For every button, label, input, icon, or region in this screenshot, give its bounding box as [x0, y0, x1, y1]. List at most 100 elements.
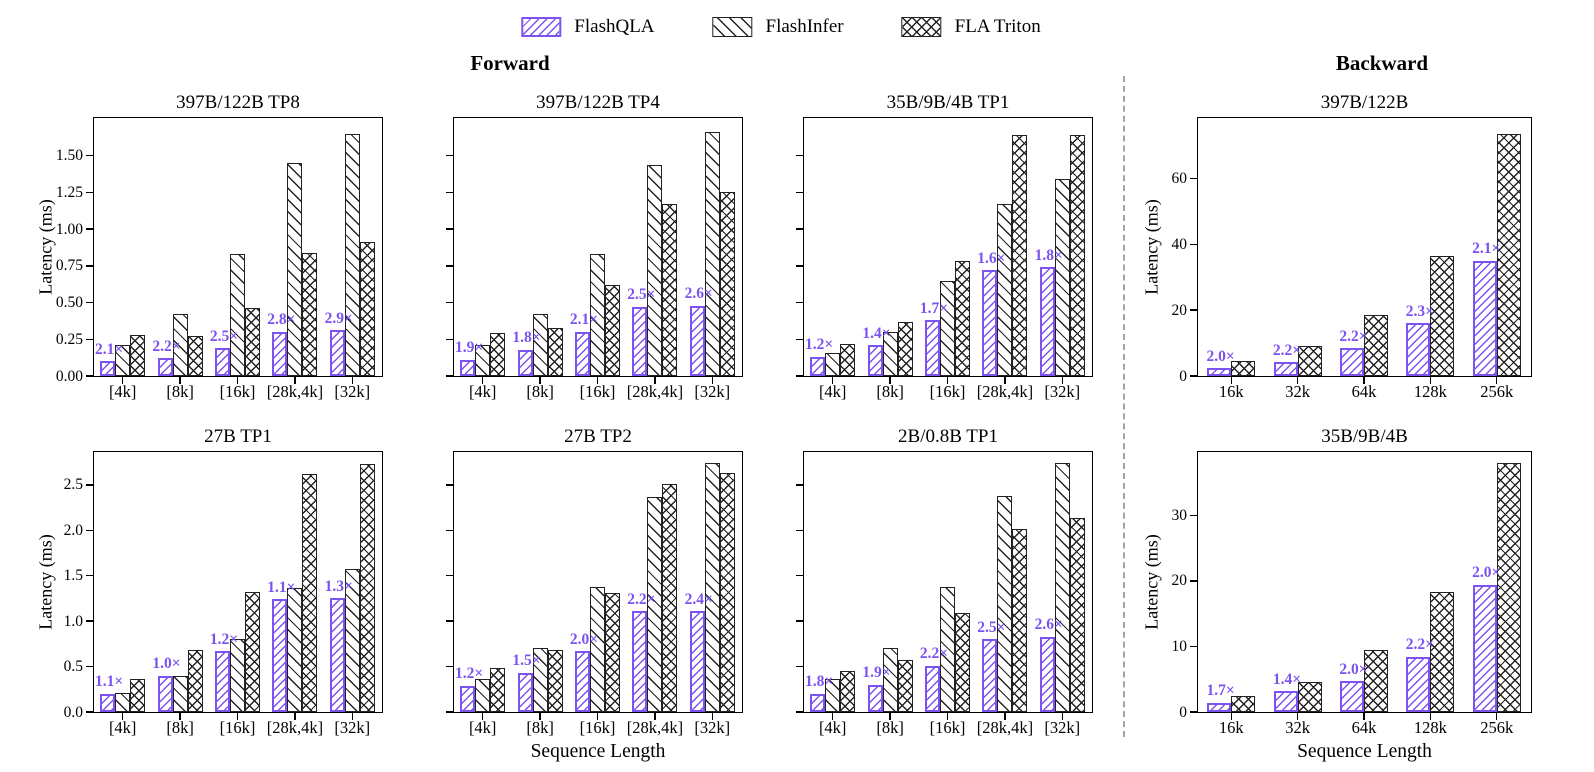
speedup-annotation: 2.2× [152, 337, 181, 355]
bar-fla-triton [245, 592, 260, 712]
y-tick-mark [86, 529, 93, 531]
y-tick-mark [796, 375, 803, 377]
x-tick-mark [889, 713, 891, 720]
x-tick-mark [1061, 377, 1063, 384]
speedup-annotation: 1.2× [805, 336, 834, 354]
x-tick-label: [4k] [108, 718, 137, 737]
y-tick-mark [86, 338, 93, 340]
speedup-annotation: 1.6× [977, 249, 1006, 267]
bar-flashqla [329, 598, 345, 712]
section-divider [1123, 76, 1125, 737]
x-tick-mark [351, 713, 353, 720]
backward-section-title: Backward [1335, 51, 1429, 75]
legend-item: FlashQLA [521, 16, 655, 38]
legend: FlashQLA FlashInfer FLA Triton [521, 16, 1041, 38]
bar-fla-triton [662, 204, 678, 376]
y-tick-mark [796, 155, 803, 157]
y-tick-mark [796, 301, 803, 304]
bar-flashqla [460, 359, 476, 376]
bar-flashinfer [704, 463, 720, 712]
x-tick-label: [32k] [1044, 382, 1081, 401]
speedup-annotation: 2.1× [569, 311, 599, 329]
bar-flashqla [1273, 691, 1298, 712]
plot-fwd-27b-tp1: 27B TP1 Latency (ms) 0.0 0.5 1.0 1.5 2.0 2.5 [4k… [36, 426, 383, 736]
bar-flashqla [632, 611, 648, 712]
bar-flashqla [867, 684, 883, 712]
x-tick-label: 64k [1351, 382, 1377, 401]
bar-fla-triton [1297, 345, 1322, 376]
x-tick-mark [1296, 377, 1299, 384]
bar-fla-triton [897, 321, 913, 376]
bar-flashinfer [475, 679, 491, 712]
x-tick-mark [889, 377, 891, 384]
bar-flashinfer [997, 204, 1013, 376]
bar-fla-triton [1069, 517, 1085, 712]
y-tick-label: 60 [1171, 169, 1188, 187]
speedup-annotation: 1.2× [455, 665, 484, 683]
bar-flashqla [1207, 702, 1232, 712]
bar-fla-triton [1012, 135, 1028, 376]
y-tick-mark [86, 155, 93, 157]
y-tick-mark [796, 620, 803, 622]
plot-bwd-35b: 35B/9B/4B Latency (ms) 0 10 20 30 16k 1.7× 32k 1.… [1142, 426, 1532, 762]
bar-flashqla [1472, 260, 1497, 376]
x-tick-mark [294, 377, 296, 384]
bar-flashinfer [882, 648, 898, 712]
subplot-title: 397B/122B [1320, 92, 1409, 113]
x-tick-label: [8k] [526, 382, 554, 401]
x-tick-mark [1004, 377, 1006, 384]
x-tick-label: [4k] [108, 382, 137, 401]
speedup-annotation: 1.0× [152, 655, 181, 673]
bar-fla-triton [897, 660, 913, 712]
plot-fwd-397b-tp8: 397B/122B TP8 Latency (ms) 0.00 0.25 0.50 0.7… [36, 92, 383, 400]
subplot-title: 397B/122B TP8 [176, 92, 300, 113]
crosshatch-swatch-icon [901, 17, 942, 37]
bar-flashinfer [997, 495, 1013, 712]
plot-fwd-35b-tp1: 35B/9B/4B TP1 [4k] 1.2× [8k] 1.4× [16k] 1.7× [2… [796, 92, 1093, 400]
x-tick-label: [28k,4k] [266, 718, 324, 737]
x-tick-label: [16k] [219, 718, 256, 737]
bar-flashqla [810, 356, 826, 376]
y-tick-mark [86, 301, 93, 304]
speedup-annotation: 2.5× [209, 327, 239, 345]
bar-flashqla [1340, 348, 1364, 376]
bar-flashinfer [532, 314, 548, 376]
x-tick-mark [179, 377, 181, 384]
bar-flashqla [982, 639, 998, 712]
bar-flashqla [1273, 362, 1298, 376]
legend-label: FlashInfer [765, 16, 844, 37]
y-tick-mark [86, 375, 93, 377]
bar-flashqla [1472, 584, 1497, 712]
bar-fla-triton [359, 463, 375, 712]
speedup-annotation: 1.4× [862, 324, 891, 342]
bar-flashqla [1039, 636, 1055, 712]
speedup-annotation: 2.1× [95, 340, 124, 358]
speedup-annotation: 2.0× [1206, 347, 1235, 365]
bar-fla-triton [955, 261, 970, 376]
y-tick-mark [1190, 375, 1197, 377]
bar-flashqla [810, 693, 826, 712]
bar-fla-triton [1364, 649, 1388, 712]
bar-flashqla [689, 305, 705, 376]
bar-flashinfer [287, 163, 303, 376]
bar-fla-triton [719, 473, 735, 712]
bar-fla-triton [662, 483, 678, 712]
bar-fla-triton [187, 650, 203, 712]
x-tick-label: 256k [1480, 718, 1514, 737]
x-tick-mark [1429, 713, 1432, 720]
speedup-annotation: 2.5× [977, 618, 1006, 636]
speedup-annotation: 2.2× [1405, 636, 1434, 654]
bar-flashinfer [115, 345, 131, 376]
y-tick-mark [446, 228, 453, 230]
speedup-annotation: 1.2× [209, 630, 239, 648]
legend-label: FLA Triton [954, 16, 1041, 37]
y-tick-label: 20 [1171, 572, 1188, 590]
bar-flashinfer [590, 254, 605, 376]
y-tick-mark [446, 301, 453, 304]
y-tick-mark [1190, 309, 1197, 311]
x-tick-label: [8k] [166, 382, 194, 401]
y-tick-label: 0 [1179, 703, 1187, 721]
y-tick-mark [1190, 580, 1197, 582]
y-tick-label: 20 [1171, 301, 1188, 319]
y-tick-label: 30 [1171, 506, 1188, 524]
